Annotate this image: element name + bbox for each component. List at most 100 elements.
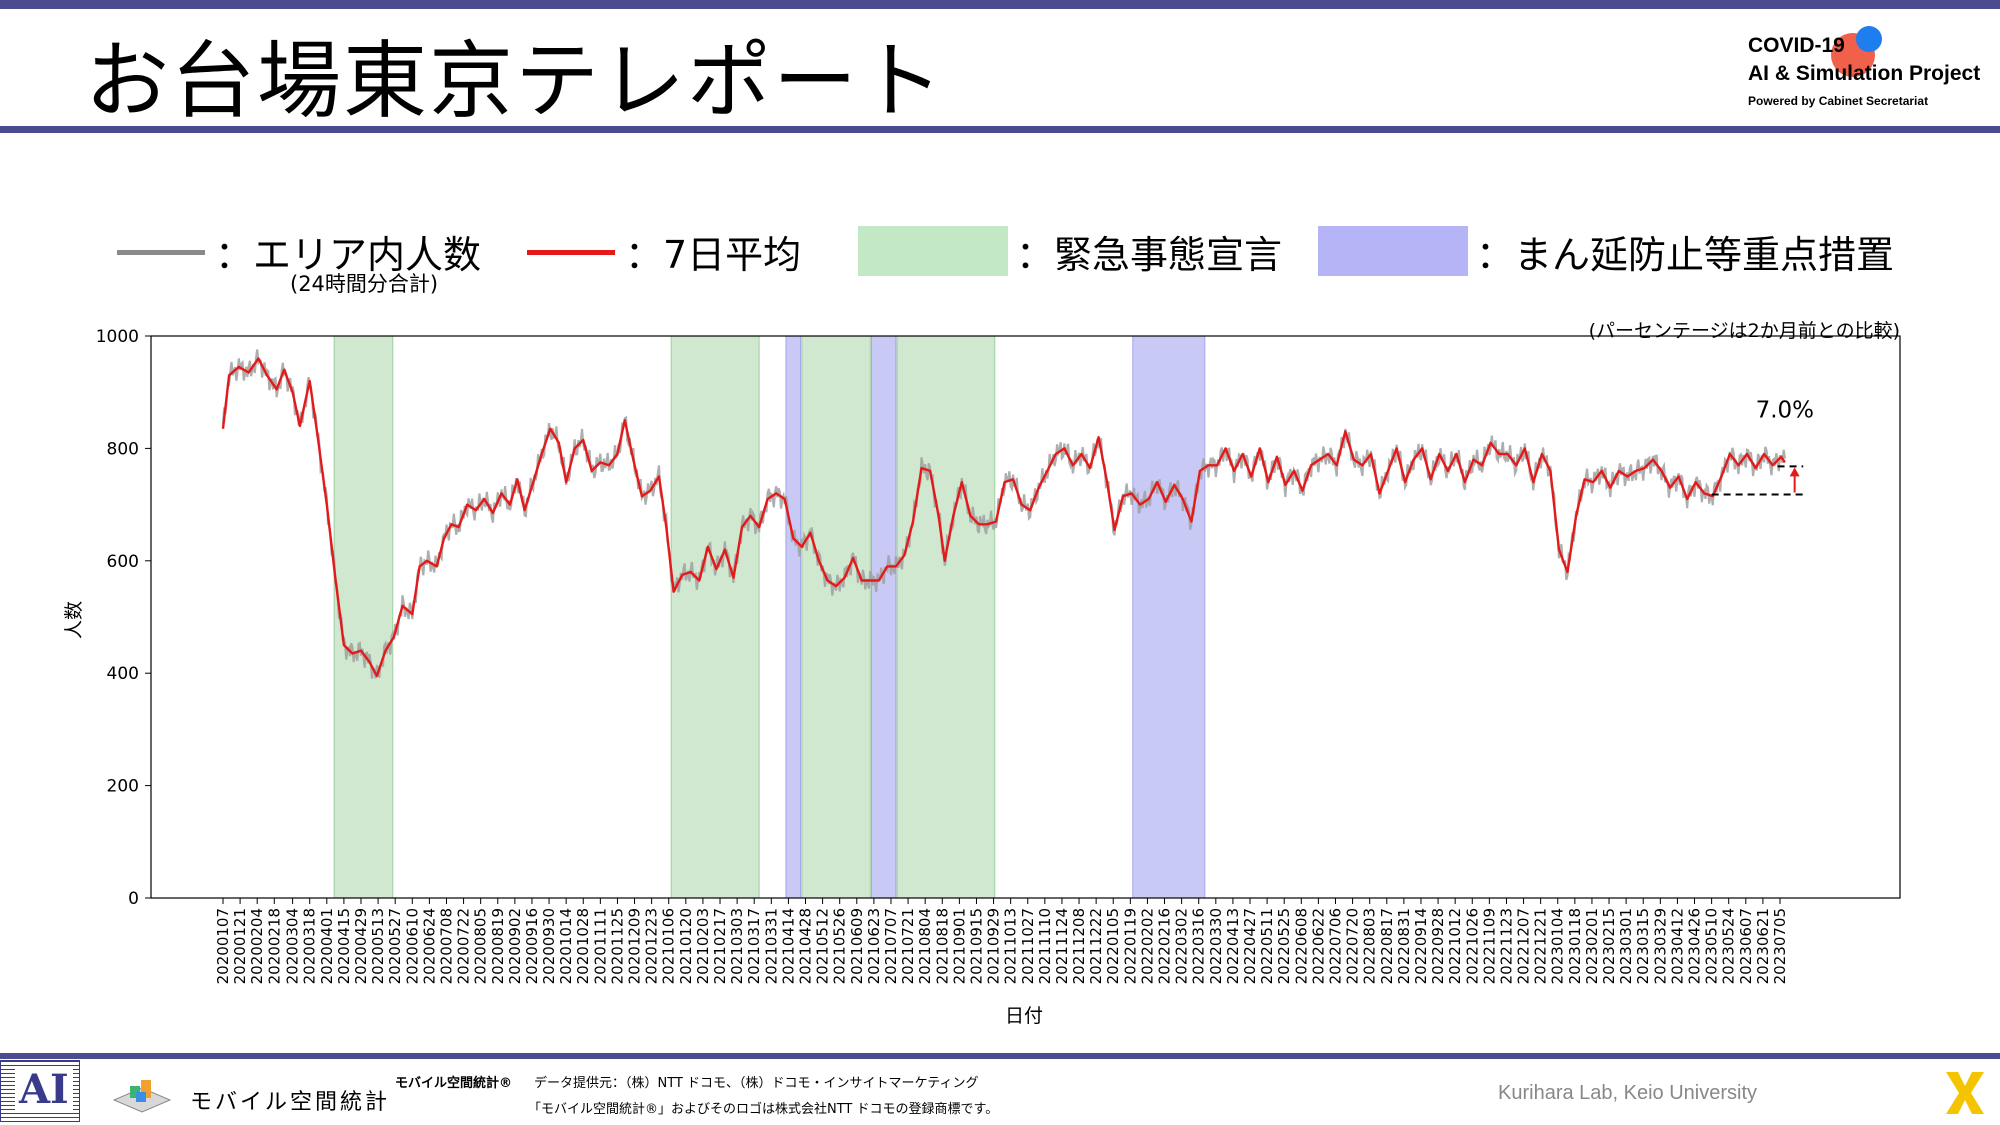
x-tick-label: 20210901 xyxy=(950,908,968,984)
x-tick-label: 20230705 xyxy=(1771,908,1789,984)
x-tick-label: 20210203 xyxy=(694,908,712,984)
x-tick-label: 20210317 xyxy=(745,908,763,984)
x-tick-label: 20210428 xyxy=(797,908,815,984)
x-tick-label: 20210915 xyxy=(968,908,986,984)
daily-line xyxy=(221,349,1786,679)
period-bands xyxy=(333,335,1206,899)
mobile-spatial-logo-text: モバイル空間統計 xyxy=(190,1090,391,1115)
x-tick-label: 20230607 xyxy=(1737,908,1755,984)
x-tick-label: 20230329 xyxy=(1651,908,1669,984)
x-tick-label: 20200527 xyxy=(386,908,404,984)
x-tick-label: 20200722 xyxy=(455,908,473,984)
x-tick-label: 20211208 xyxy=(1070,908,1088,984)
plot-border xyxy=(150,335,1901,899)
x-tick-label: 20210414 xyxy=(779,908,797,984)
logo-circle-blue-icon xyxy=(1856,26,1882,52)
x-tick-label: 20200513 xyxy=(369,908,387,984)
legend-avg-swatch xyxy=(527,250,615,255)
x-tick-label: 20200610 xyxy=(403,908,421,984)
x-tick-label: 20220427 xyxy=(1241,908,1259,984)
x-axis-label: 日付 xyxy=(1005,1005,1043,1027)
x-tick-label: 20230215 xyxy=(1600,908,1618,984)
x-tick-label: 20230621 xyxy=(1754,908,1772,984)
x-tick-label: 20201111 xyxy=(591,908,609,984)
ai-logo-text: AI xyxy=(15,1067,73,1113)
logo-line1: COVID-19 xyxy=(1748,34,1845,57)
legend-daily-sub: (24時間分合計) xyxy=(290,272,439,296)
x-tick-label: 20200708 xyxy=(438,908,456,984)
page-title: お台場東京テレポート xyxy=(85,32,946,130)
legend-emergency-label: ：緊急事態宣言 xyxy=(1016,233,1283,277)
x-tick-label: 20220413 xyxy=(1224,908,1242,984)
x-tick-label: 20230524 xyxy=(1720,908,1738,984)
y-axis-label: 人数 xyxy=(63,601,85,639)
period-band-emergency xyxy=(333,335,394,899)
y-tick-label: 600 xyxy=(107,552,139,572)
period-band-semi xyxy=(870,335,897,899)
x-tick-label: 20220511 xyxy=(1258,908,1276,984)
x-tick-label: 20200415 xyxy=(335,908,353,984)
period-band-semi xyxy=(1132,335,1206,899)
y-tick-label: 200 xyxy=(107,777,139,797)
x-tick-label: 20201125 xyxy=(608,908,626,984)
x-tick-label: 20220817 xyxy=(1378,908,1396,984)
x-tick-label: 20211027 xyxy=(1019,908,1037,984)
x-tick-label: 20220622 xyxy=(1309,908,1327,984)
x-tick-label: 20200304 xyxy=(284,908,302,984)
mobile-spatial-mark: モバイル空間統計® xyxy=(395,1076,513,1091)
x-tick-label: 20200819 xyxy=(489,908,507,984)
x-tick-label: 20200204 xyxy=(248,908,266,984)
x-tick-label: 20200107 xyxy=(214,908,232,984)
x-tick-label: 20200624 xyxy=(420,908,438,984)
x-tick-label: 20210512 xyxy=(814,908,832,984)
x-tick-label: 20230201 xyxy=(1583,908,1601,984)
x-tick-label: 20201223 xyxy=(643,908,661,984)
x-tick-label: 20201209 xyxy=(626,908,644,984)
annotation-percentage: 7.0% xyxy=(1756,397,1814,423)
trademark-notice: 「モバイル空間統計®」およびそのロゴは株式会社NTT ドコモの登録商標です。 xyxy=(528,1102,999,1117)
x-tick-label: 20210609 xyxy=(848,908,866,984)
mobile-spatial-logo-icon xyxy=(112,1080,172,1113)
project-logo: COVID-19 AI & Simulation Project Powered… xyxy=(1748,26,1988,120)
x-tick-label: 20230315 xyxy=(1634,908,1652,984)
x-tick-label: 20220302 xyxy=(1173,908,1191,984)
x-tick-label: 20200805 xyxy=(472,908,490,984)
x-tick-label: 20220330 xyxy=(1207,908,1225,984)
period-band-emergency xyxy=(896,335,996,899)
y-axis: 0 200 400 600 800 1000 xyxy=(96,327,151,909)
lab-credit: Kurihara Lab, Keio University xyxy=(1498,1082,1758,1104)
period-band-emergency xyxy=(670,335,760,899)
top-border xyxy=(0,0,2000,9)
legend-daily-swatch xyxy=(117,250,205,255)
x-tick-label: 20220706 xyxy=(1327,908,1345,984)
x-axis: 20200107 20200121 20200204 20200218 20200304… xyxy=(214,898,1789,984)
x-tick-label: 20220316 xyxy=(1190,908,1208,984)
x-tick-label: 20210818 xyxy=(933,908,951,984)
x-tick-label: 20210623 xyxy=(865,908,883,984)
plot-frame xyxy=(150,335,1901,899)
avg-series xyxy=(221,357,1786,678)
period-band-emergency xyxy=(801,335,871,899)
x-tick-label: 20230412 xyxy=(1668,908,1686,984)
x-tick-label: 20200218 xyxy=(265,908,283,984)
x-tick-label: 20200401 xyxy=(318,908,336,984)
x-tick-label: 20220914 xyxy=(1412,908,1430,984)
x-tick-label: 20221221 xyxy=(1532,908,1550,984)
logo-line3: Powered by Cabinet Secretariat xyxy=(1748,94,1929,108)
y-tick-label: 400 xyxy=(107,664,139,684)
legend-semi-label: ：まん延防止等重点措置 xyxy=(1476,233,1895,277)
x-mark-logo-icon xyxy=(1946,1072,1984,1114)
x-tick-label: 20200429 xyxy=(352,908,370,984)
y-tick-label: 800 xyxy=(107,439,139,459)
x-tick-label: 20210721 xyxy=(899,908,917,984)
x-tick-label: 20221012 xyxy=(1446,908,1464,984)
percentage-annotation: 7.0% xyxy=(1711,397,1814,496)
x-tick-label: 20201028 xyxy=(574,908,592,984)
period-band-semi xyxy=(785,335,802,899)
x-tick-label: 20211110 xyxy=(1036,908,1054,984)
footer-divider xyxy=(0,1053,2000,1059)
x-tick-label: 20220105 xyxy=(1104,908,1122,984)
x-tick-label: 20200916 xyxy=(523,908,541,984)
x-tick-label: 20211013 xyxy=(1002,908,1020,984)
legend-semi-swatch xyxy=(1318,226,1468,276)
